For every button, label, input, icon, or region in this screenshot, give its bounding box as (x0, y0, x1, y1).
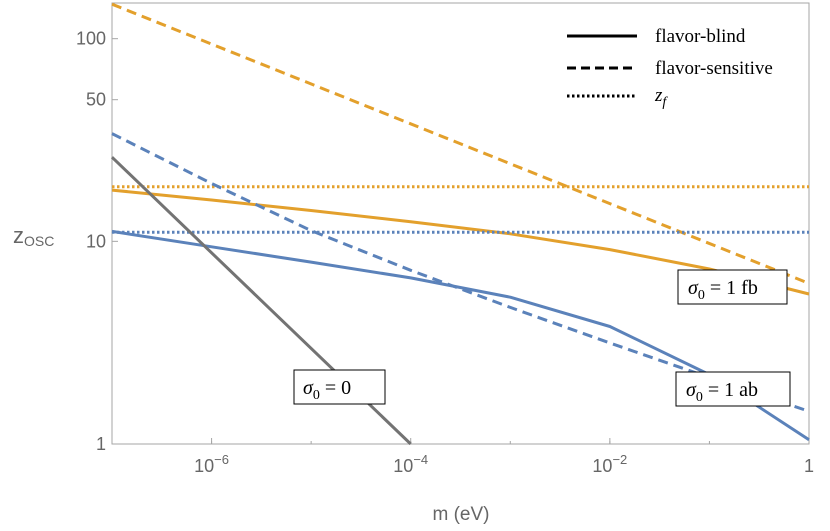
x-tick-label: 10−4 (393, 452, 428, 476)
y-axis-title: zOSC (13, 223, 54, 249)
x-tick-label: 10−2 (592, 452, 627, 476)
x-tick-label: 10−6 (194, 452, 229, 476)
series-line-sigma0-1ab-flavor-blind (111, 229, 810, 441)
series-line-sigma0-1fb-flavor-blind (111, 188, 810, 296)
y-axis-title-sub: OSC (24, 233, 54, 249)
y-tick-label: 10 (86, 231, 106, 251)
x-axis-title: m (eV) (433, 504, 490, 525)
annotation-text-1ab: σ0 = 1 ab (686, 379, 758, 405)
annotation-text-0: σ0 = 0 (303, 377, 351, 403)
y-tick-label: 50 (86, 90, 106, 110)
series-line-sigma0-1fb-flavor-sensitive (111, 2, 810, 285)
legend-label-flavor-sensitive: flavor-sensitive (655, 58, 773, 79)
annotation-text-1fb: σ0 = 1 fb (688, 277, 758, 303)
annotation-sigma0-1ab: σ0 = 1 ab (675, 371, 791, 407)
legend-label-zf-main: z (654, 85, 663, 106)
y-axis-title-main: z (13, 223, 24, 248)
y-axis-ticks: 1 10 50 100 (76, 29, 118, 454)
legend-label-zf: zf (654, 85, 668, 110)
x-tick-label: 1 (804, 456, 814, 476)
plot-frame (111, 2, 810, 445)
annotation-box-1fb (677, 269, 788, 305)
annotation-sigma0-0: σ0 = 0 (293, 369, 386, 405)
legend-label-zf-sub: f (662, 95, 668, 110)
legend-label-flavor-blind: flavor-blind (655, 26, 746, 47)
y-tick-label: 1 (96, 434, 106, 454)
legend: flavor-blind flavor-sensitive zf (567, 26, 773, 110)
annotation-box-1ab (675, 371, 791, 407)
y-tick-label: 100 (76, 29, 106, 49)
annotation-box-0 (293, 369, 386, 405)
annotation-sigma0-1fb: σ0 = 1 fb (677, 269, 788, 305)
x-axis-ticks: 10−6 10−4 10−2 1 (111, 438, 814, 476)
